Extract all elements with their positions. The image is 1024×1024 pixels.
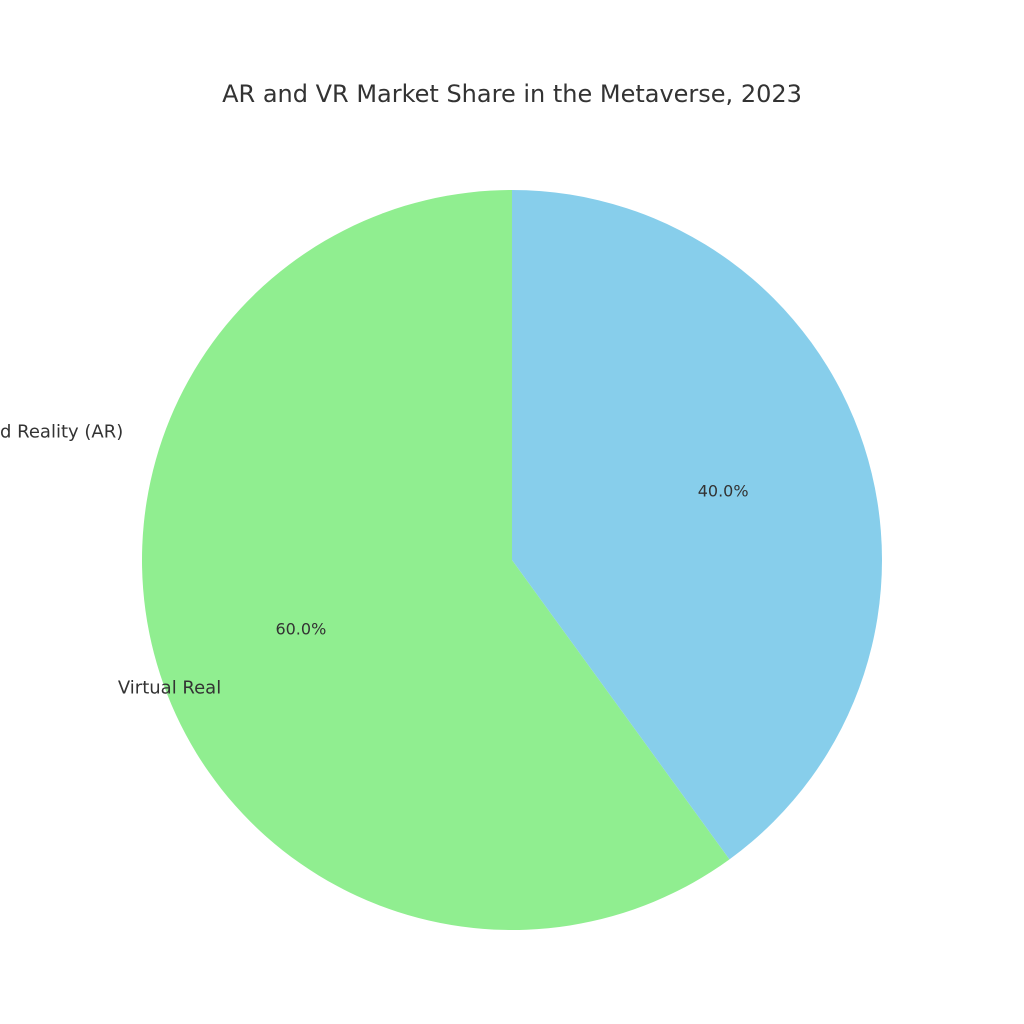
pct-label-ar: 40.0% (698, 482, 749, 501)
slice-label-ar: d Reality (AR) (0, 421, 123, 442)
pie-slices (142, 190, 882, 930)
pie-chart-container: AR and VR Market Share in the Metaverse,… (0, 0, 1024, 1024)
pie-chart (0, 0, 1024, 1024)
pct-label-vr: 60.0% (275, 619, 326, 638)
slice-label-vr: Virtual Real (118, 678, 221, 699)
